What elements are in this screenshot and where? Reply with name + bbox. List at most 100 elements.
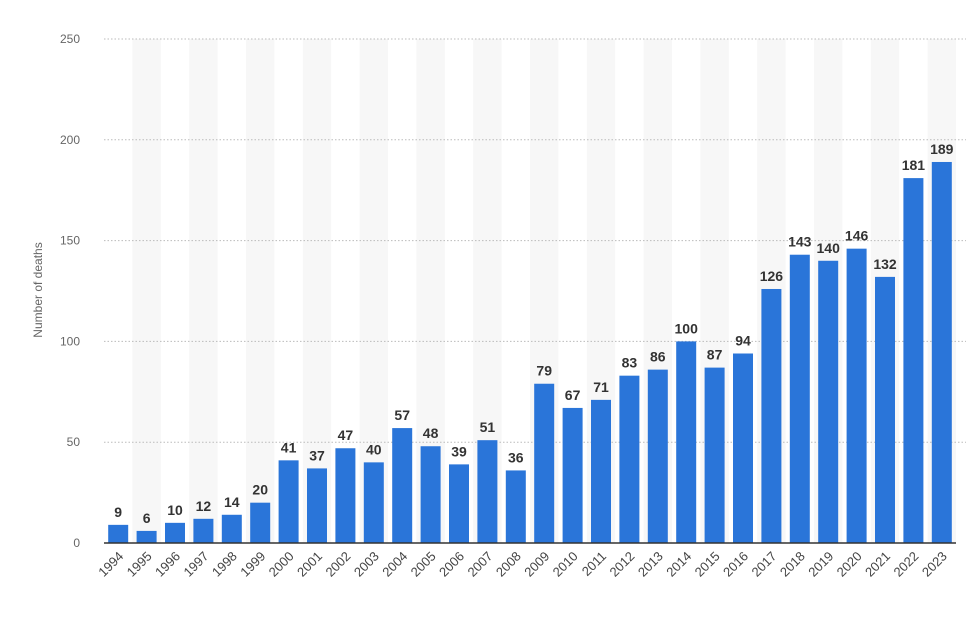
column-stripe bbox=[302, 39, 332, 543]
x-tick-label: 2023 bbox=[919, 549, 950, 580]
data-label: 37 bbox=[309, 447, 325, 463]
data-label: 189 bbox=[930, 141, 954, 157]
bar-2023[interactable] bbox=[931, 161, 952, 543]
data-label: 100 bbox=[675, 320, 699, 336]
bar-2022[interactable] bbox=[903, 178, 924, 543]
data-label: 143 bbox=[788, 234, 812, 250]
data-label: 57 bbox=[394, 407, 410, 423]
y-tick-label: 150 bbox=[60, 234, 80, 248]
bar-2019[interactable] bbox=[818, 260, 839, 543]
data-label: 140 bbox=[817, 240, 841, 256]
x-tick-label: 1994 bbox=[95, 549, 126, 580]
data-label: 6 bbox=[143, 510, 151, 526]
data-label: 146 bbox=[845, 228, 869, 244]
column-stripe bbox=[246, 39, 275, 543]
x-tick-label: 2005 bbox=[408, 549, 439, 580]
x-tick-label: 2010 bbox=[550, 549, 581, 580]
x-tick-label: 1998 bbox=[209, 549, 240, 580]
y-axis-label: Number of deaths bbox=[31, 242, 45, 337]
data-label: 39 bbox=[451, 443, 467, 459]
bar-2012[interactable] bbox=[619, 375, 640, 543]
bar-1997[interactable] bbox=[193, 518, 214, 543]
data-label: 79 bbox=[536, 363, 552, 379]
bar-1998[interactable] bbox=[221, 514, 242, 543]
bar-1999[interactable] bbox=[250, 502, 271, 543]
bar-1994[interactable] bbox=[108, 524, 129, 543]
data-label: 20 bbox=[252, 482, 268, 498]
x-tick-label: 2001 bbox=[294, 549, 325, 580]
bar-2014[interactable] bbox=[676, 341, 697, 543]
data-label: 71 bbox=[593, 379, 609, 395]
bar-2020[interactable] bbox=[846, 248, 867, 543]
x-tick-label: 1996 bbox=[152, 549, 183, 580]
x-tick-label: 2015 bbox=[692, 549, 723, 580]
bar-2015[interactable] bbox=[704, 367, 725, 543]
bar-2003[interactable] bbox=[363, 462, 384, 543]
bar-2000[interactable] bbox=[278, 460, 299, 543]
data-label: 87 bbox=[707, 347, 723, 363]
x-tick-label: 2017 bbox=[748, 549, 779, 580]
data-label: 12 bbox=[196, 498, 212, 514]
x-tick-label: 1999 bbox=[237, 549, 268, 580]
bar-2010[interactable] bbox=[562, 407, 583, 543]
bar-2013[interactable] bbox=[647, 369, 668, 543]
x-tick-label: 2003 bbox=[351, 549, 382, 580]
data-label: 181 bbox=[902, 157, 926, 173]
bar-2016[interactable] bbox=[733, 353, 753, 543]
data-label: 126 bbox=[760, 268, 784, 284]
bar-2005[interactable] bbox=[420, 446, 441, 543]
column-stripe bbox=[189, 39, 218, 543]
x-tick-label: 1995 bbox=[124, 549, 155, 580]
x-tick-label: 2013 bbox=[635, 549, 666, 580]
x-tick-label: 2016 bbox=[720, 549, 751, 580]
bar-2001[interactable] bbox=[307, 468, 327, 543]
y-tick-label: 250 bbox=[60, 32, 80, 46]
column-stripe bbox=[359, 39, 388, 543]
x-tick-label: 2018 bbox=[777, 549, 808, 580]
data-label: 83 bbox=[622, 355, 638, 371]
x-tick-label: 2009 bbox=[521, 549, 552, 580]
bar-2009[interactable] bbox=[534, 383, 555, 543]
bar-2002[interactable] bbox=[335, 448, 356, 543]
x-tick-label: 2014 bbox=[663, 549, 694, 580]
x-tick-label: 2012 bbox=[606, 549, 637, 580]
x-tick-label: 2011 bbox=[579, 549, 609, 579]
x-tick-label: 2004 bbox=[379, 549, 410, 580]
data-label: 86 bbox=[650, 349, 666, 365]
data-label: 132 bbox=[873, 256, 897, 272]
data-label: 67 bbox=[565, 387, 581, 403]
column-stripe bbox=[132, 39, 161, 543]
bar-2006[interactable] bbox=[449, 464, 469, 543]
y-tick-label: 200 bbox=[60, 133, 80, 147]
x-tick-label: 2006 bbox=[436, 549, 467, 580]
x-tick-label: 2007 bbox=[464, 549, 495, 580]
y-tick-label: 50 bbox=[67, 435, 81, 449]
data-label: 36 bbox=[508, 449, 524, 465]
bar-2017[interactable] bbox=[761, 288, 782, 543]
data-label: 40 bbox=[366, 441, 382, 457]
x-tick-label: 2022 bbox=[890, 549, 921, 580]
bar-1996[interactable] bbox=[165, 522, 185, 543]
x-tick-label: 2021 bbox=[862, 549, 893, 580]
x-tick-label: 2000 bbox=[266, 549, 297, 580]
data-label: 48 bbox=[423, 425, 439, 441]
bar-2018[interactable] bbox=[789, 254, 810, 543]
data-label: 14 bbox=[224, 494, 240, 510]
bar-2021[interactable] bbox=[875, 276, 895, 543]
data-label: 41 bbox=[281, 439, 297, 455]
data-label: 47 bbox=[338, 427, 354, 443]
bar-2008[interactable] bbox=[505, 470, 526, 543]
bar-2011[interactable] bbox=[591, 399, 611, 543]
x-tick-label: 2019 bbox=[805, 549, 836, 580]
bar-2007[interactable] bbox=[477, 440, 498, 543]
y-tick-label: 0 bbox=[73, 536, 80, 550]
data-label: 10 bbox=[167, 502, 183, 518]
x-tick-label: 1997 bbox=[180, 549, 211, 580]
y-tick-label: 100 bbox=[60, 334, 80, 348]
bar-1995[interactable] bbox=[136, 530, 157, 543]
x-tick-label: 2002 bbox=[322, 549, 353, 580]
x-tick-label: 2008 bbox=[493, 549, 524, 580]
bar-2004[interactable] bbox=[392, 428, 413, 543]
x-tick-label: 2020 bbox=[834, 549, 865, 580]
